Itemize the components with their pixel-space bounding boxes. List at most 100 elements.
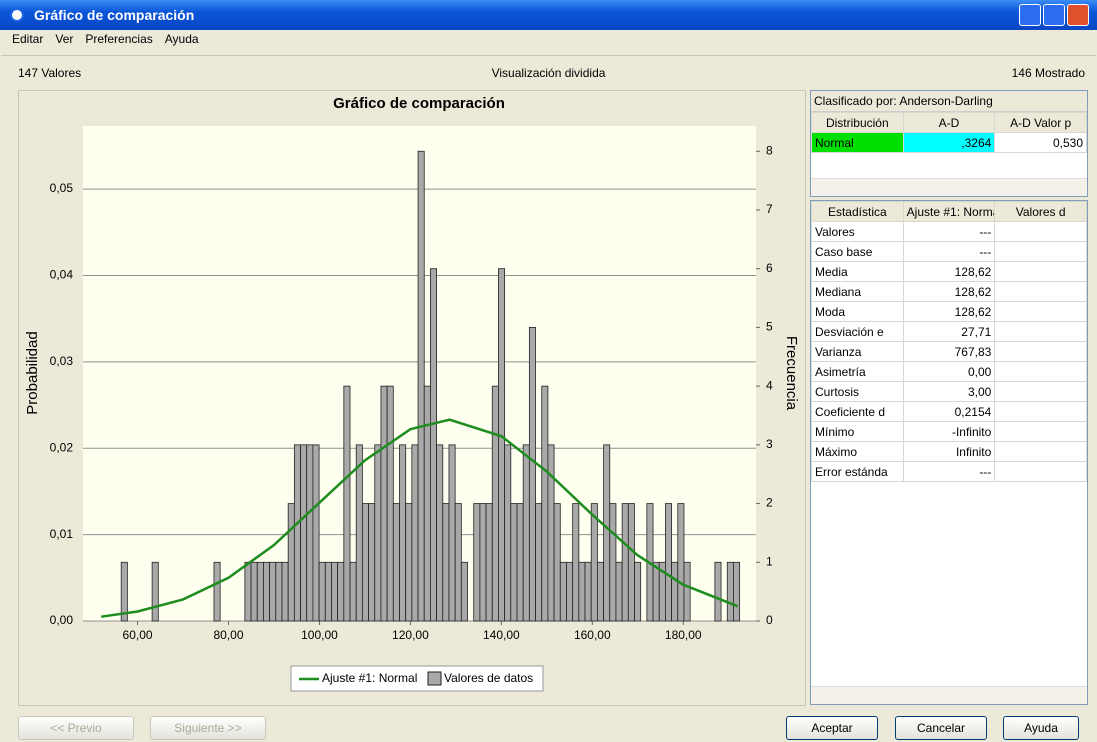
bar (479, 503, 487, 622)
bar (392, 503, 400, 622)
column-header: Ajuste #1: Normal (902, 201, 996, 222)
minimize-button[interactable] (1019, 4, 1041, 26)
cell: Coeficiente d (811, 401, 904, 422)
y-tick-label: 0,01 (50, 527, 74, 541)
y2-tick-label: 5 (766, 320, 773, 334)
bar (120, 561, 128, 622)
bar (460, 561, 468, 622)
y-tick-label: 0,03 (50, 354, 74, 368)
title-bar: Gráfico de comparación (0, 0, 1097, 30)
cell (994, 221, 1087, 242)
cell: --- (902, 221, 996, 242)
menu-item[interactable]: Ayuda (164, 32, 199, 46)
cell (994, 241, 1087, 262)
bar (473, 503, 481, 622)
menu-item[interactable]: Editar (12, 32, 44, 46)
cell: 3,00 (902, 381, 996, 402)
bar (300, 444, 308, 622)
bar (665, 503, 673, 622)
row: Asimetría 0,00 (811, 361, 1087, 382)
row: Coeficiente d 0,2154 (811, 401, 1087, 422)
cell: ,3264 (902, 132, 996, 153)
bar (256, 561, 264, 622)
stats-table: Estadística Ajuste #1: Normal Valores d Val… (811, 201, 1087, 482)
bar (287, 503, 295, 622)
cell: Moda (811, 301, 904, 322)
bar (603, 444, 611, 622)
previous-button[interactable]: << Previo (18, 716, 134, 740)
y2-axis-label: Frecuencia (783, 336, 800, 411)
bar (269, 561, 277, 622)
row: Moda 128,62 (811, 301, 1087, 322)
column-header: Estadística (811, 201, 904, 222)
y-tick-label: 0,04 (50, 268, 74, 282)
cell: Mediana (811, 281, 904, 302)
cell (994, 401, 1087, 422)
menu-item[interactable]: Preferencias (85, 32, 153, 46)
header-row: Estadística Ajuste #1: Normal Valores d (811, 201, 1087, 222)
ranking-caption: Clasificado por: Anderson-Darling (811, 91, 1087, 112)
maximize-button[interactable] (1043, 4, 1065, 26)
row: Varianza 767,83 (811, 341, 1087, 362)
legend-swatch (427, 671, 442, 686)
menu-item[interactable]: Ver (55, 32, 74, 46)
legend-label: Ajuste #1: Normal (322, 671, 417, 685)
cancel-button[interactable]: Cancelar (895, 716, 987, 740)
separator (1, 55, 1096, 56)
bar (596, 561, 604, 622)
bar (411, 444, 419, 622)
cell (994, 321, 1087, 342)
bar (528, 327, 536, 622)
bar (566, 561, 574, 622)
cell (994, 301, 1087, 322)
ranking-table: Distribución A-D A-D Valor p Normal ,3264 0,5… (811, 112, 1087, 153)
bar (454, 503, 462, 622)
cell: 0,2154 (902, 401, 996, 422)
column-header: A-D (902, 112, 996, 133)
cell (994, 261, 1087, 282)
bar (386, 385, 394, 622)
cell (994, 361, 1087, 382)
y-tick-label: 0,00 (50, 613, 74, 627)
row: Media 128,62 (811, 261, 1087, 282)
close-button[interactable] (1067, 4, 1089, 26)
cell: Máximo (811, 441, 904, 462)
scrollbar[interactable] (811, 178, 1087, 196)
bar (293, 444, 301, 622)
bar (584, 561, 592, 622)
ranking-panel: Clasificado por: Anderson-Darling Distri… (810, 90, 1088, 197)
bar (405, 503, 413, 622)
cell: 128,62 (902, 301, 996, 322)
bar (368, 503, 376, 622)
row: Desviación e 27,71 (811, 321, 1087, 342)
bar (516, 503, 524, 622)
y2-tick-label: 7 (766, 202, 773, 216)
bar (547, 444, 555, 622)
status-right: 146 Mostrado (1011, 66, 1085, 80)
column-header: A-D Valor p (994, 112, 1087, 133)
bar (627, 503, 635, 622)
next-button[interactable]: Siguiente >> (150, 716, 266, 740)
bar (318, 561, 326, 622)
cell: 27,71 (902, 321, 996, 342)
menu-bar: Editar Ver Preferencias Ayuda (0, 32, 199, 52)
y2-tick-label: 2 (766, 496, 773, 510)
column-header: Distribución (811, 112, 904, 133)
header-row: Distribución A-D A-D Valor p (811, 112, 1087, 133)
cell (994, 461, 1087, 482)
ok-button[interactable]: Aceptar (786, 716, 878, 740)
bar (522, 444, 530, 622)
bar (726, 561, 734, 622)
y-tick-label: 0,02 (50, 440, 74, 454)
bar (491, 385, 499, 622)
cell: Valores (811, 221, 904, 242)
help-button[interactable]: Ayuda (1003, 716, 1079, 740)
bar (590, 503, 598, 622)
bar (213, 561, 221, 622)
scrollbar[interactable] (811, 686, 1087, 704)
bar (498, 268, 506, 622)
bar (485, 503, 493, 622)
bar (541, 385, 549, 622)
x-tick-label: 140,00 (483, 628, 520, 642)
